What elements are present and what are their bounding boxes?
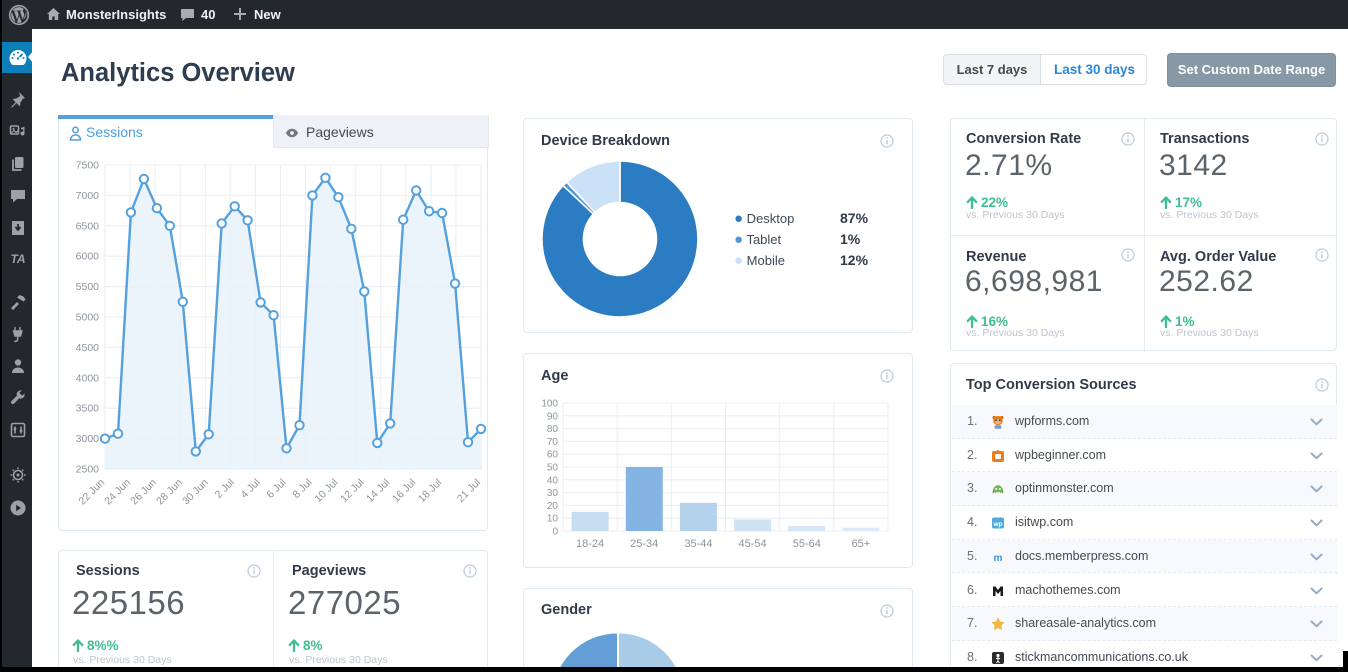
svg-text:100: 100 — [541, 399, 558, 410]
svg-text:3000: 3000 — [76, 433, 100, 445]
svg-text:6500: 6500 — [76, 220, 100, 232]
svg-text:40: 40 — [547, 475, 559, 486]
svg-text:m: m — [994, 553, 1003, 564]
svg-text:2 Jul: 2 Jul — [213, 477, 237, 501]
svg-text:2500: 2500 — [76, 464, 100, 476]
svg-text:18-24: 18-24 — [576, 538, 604, 550]
svg-text:18 Jul: 18 Jul — [416, 477, 444, 505]
svg-text:4500: 4500 — [76, 342, 100, 354]
svg-text:60: 60 — [547, 450, 559, 461]
svg-text:70: 70 — [547, 437, 559, 448]
svg-text:35-44: 35-44 — [684, 538, 712, 550]
svg-text:21 Jul: 21 Jul — [455, 477, 483, 505]
svg-text:4 Jul: 4 Jul — [239, 477, 263, 501]
svg-text:50: 50 — [547, 463, 559, 474]
svg-text:30 Jun: 30 Jun — [180, 477, 211, 508]
svg-text:25-34: 25-34 — [630, 538, 658, 550]
svg-text:26 Jun: 26 Jun — [128, 477, 159, 508]
svg-text:55-64: 55-64 — [793, 538, 821, 550]
svg-text:16 Jul: 16 Jul — [390, 477, 418, 505]
svg-text:20: 20 — [547, 501, 559, 512]
svg-text:0: 0 — [552, 527, 558, 538]
svg-text:80: 80 — [547, 424, 559, 435]
svg-text:28 Jun: 28 Jun — [154, 477, 185, 508]
svg-text:6 Jul: 6 Jul — [264, 477, 288, 501]
svg-text:8 Jul: 8 Jul — [290, 477, 314, 501]
svg-text:wp: wp — [992, 521, 1002, 528]
svg-text:90: 90 — [547, 411, 559, 422]
svg-text:5000: 5000 — [76, 312, 100, 324]
svg-text:7500: 7500 — [76, 160, 100, 172]
svg-text:30: 30 — [547, 488, 559, 499]
svg-text:24 Jun: 24 Jun — [102, 477, 133, 508]
svg-text:5500: 5500 — [76, 281, 100, 293]
svg-text:45-54: 45-54 — [739, 538, 767, 550]
svg-text:12 Jul: 12 Jul — [338, 477, 366, 505]
svg-text:22 Jun: 22 Jun — [76, 477, 107, 508]
svg-text:6000: 6000 — [76, 251, 100, 263]
svg-text:3500: 3500 — [76, 403, 100, 415]
svg-text:7000: 7000 — [76, 190, 100, 202]
svg-text:14 Jul: 14 Jul — [364, 477, 392, 505]
svg-text:10: 10 — [547, 514, 559, 525]
svg-text:4000: 4000 — [76, 372, 100, 384]
svg-text:10 Jul: 10 Jul — [312, 477, 340, 505]
svg-text:65+: 65+ — [852, 538, 871, 550]
